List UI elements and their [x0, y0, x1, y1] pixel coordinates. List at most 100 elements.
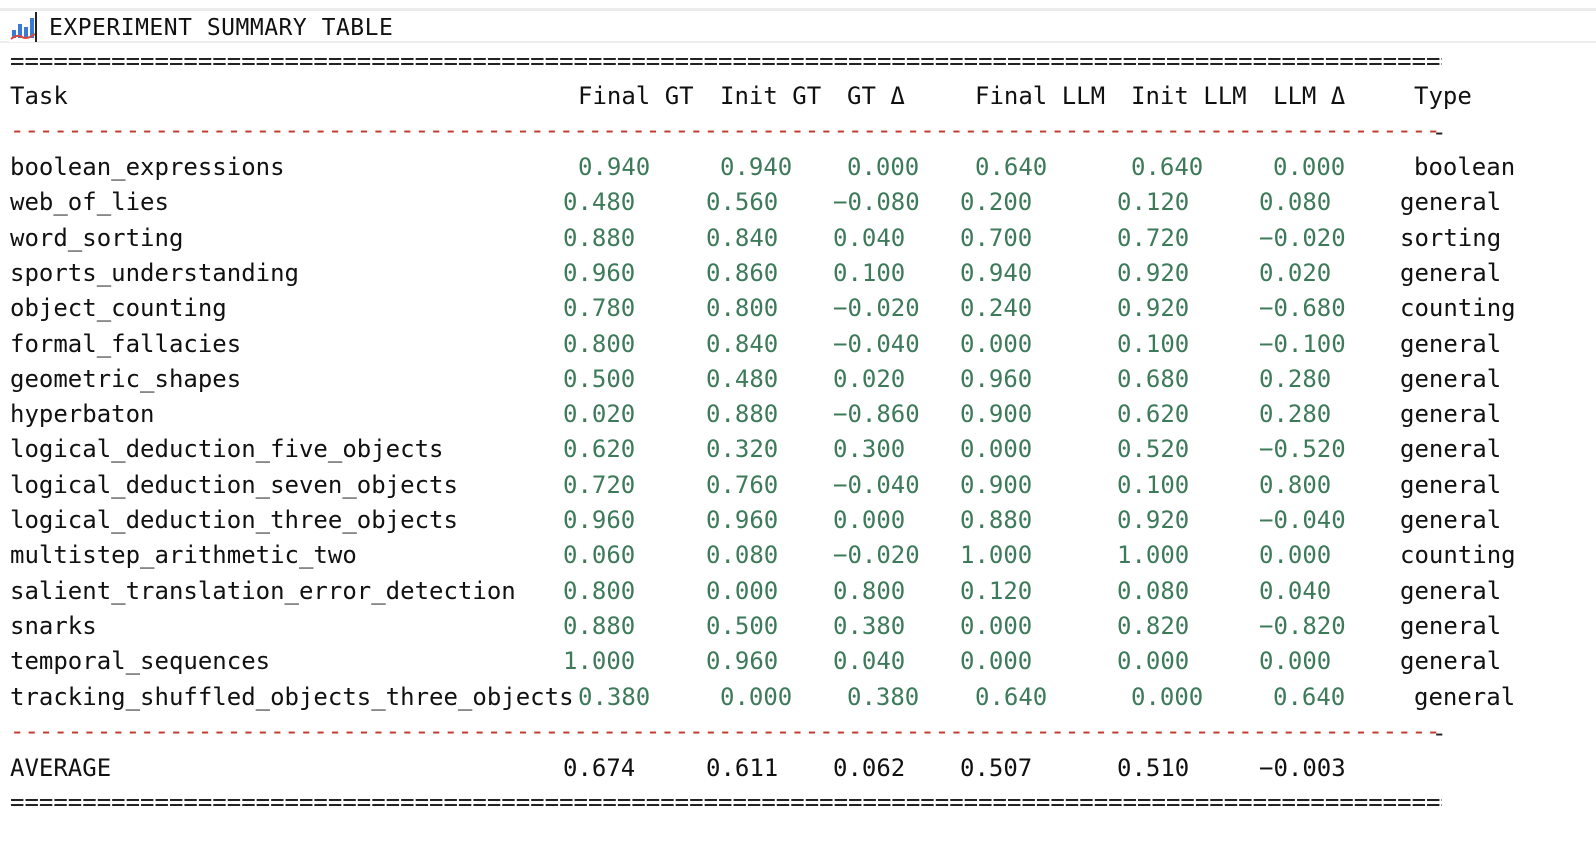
header-init-llm: Init LLM	[1131, 82, 1247, 110]
llm-delta-value: 0.000	[1273, 153, 1346, 181]
llm-delta-value: 0.080	[1259, 188, 1332, 217]
top-double-rule: ========================================…	[10, 49, 1442, 75]
init-llm-value: 0.720	[1117, 223, 1190, 252]
table-header: Task Final GT Init GT GT Δ Final LLM Ini…	[0, 82, 1596, 116]
init-llm-value: 0.000	[1131, 682, 1204, 711]
task-type: general	[1400, 470, 1502, 499]
final-gt-value: 0.500	[563, 364, 636, 393]
task-type: general	[1400, 329, 1502, 358]
task-type: general	[1400, 647, 1502, 676]
init-llm-value: 0.080	[1117, 576, 1190, 605]
gt-delta-value: 0.380	[833, 611, 906, 640]
llm-delta-value: −0.680	[1259, 294, 1346, 323]
task-name: boolean_expressions	[10, 153, 285, 181]
final-llm-value: 0.700	[960, 223, 1033, 252]
init-llm-value: 0.620	[1117, 400, 1190, 429]
final-llm-value: 0.120	[960, 576, 1033, 605]
llm-delta-value: 0.640	[1273, 682, 1346, 711]
init-llm-value: 0.510	[1117, 754, 1190, 782]
final-llm-value: 0.240	[960, 294, 1033, 323]
final-llm-value: 0.900	[960, 400, 1033, 429]
final-gt-value: 0.880	[563, 611, 636, 640]
final-gt-value: 0.780	[563, 294, 636, 323]
header-rule-end: -	[1432, 118, 1447, 146]
task-name: AVERAGE	[10, 754, 112, 782]
final-gt-value: 0.940	[578, 153, 651, 181]
task-type: general	[1400, 364, 1502, 393]
gt-delta-value: 0.040	[833, 647, 906, 676]
init-gt-value: 0.880	[706, 400, 779, 429]
task-name: salient_translation_error_detection	[10, 576, 516, 605]
final-llm-value: 0.200	[960, 188, 1033, 217]
init-gt-value: 0.840	[706, 223, 779, 252]
llm-delta-value: 0.020	[1259, 258, 1332, 287]
header-init-gt: Init GT	[720, 82, 822, 110]
llm-delta-value: 0.280	[1259, 364, 1332, 393]
gt-delta-value: 0.000	[847, 153, 920, 181]
table-row: tracking_shuffled_objects_three_objects 0…	[0, 683, 1596, 717]
task-type: general	[1400, 576, 1502, 605]
final-llm-value: 0.000	[960, 647, 1033, 676]
header-gt-delta: GT Δ	[847, 82, 905, 110]
bottom-double-rule: ========================================…	[10, 790, 1442, 816]
task-type: counting	[1400, 541, 1516, 570]
table-row: word_sorting 0.880 0.840 0.040 0.700 0.720 −0.…	[0, 224, 1596, 258]
task-type: general	[1400, 611, 1502, 640]
window-title: EXPERIMENT SUMMARY TABLE	[49, 15, 394, 41]
table-row: object_counting 0.780 0.800 −0.020 0.240 0.92…	[0, 294, 1596, 328]
init-llm-value: 0.920	[1117, 294, 1190, 323]
init-gt-value: 0.000	[706, 576, 779, 605]
table-row: boolean_expressions 0.940 0.940 0.000 0.640 0…	[0, 153, 1596, 187]
init-llm-value: 1.000	[1117, 541, 1190, 570]
table-row: snarks 0.880 0.500 0.380 0.000 0.820 −0.820 gen…	[0, 612, 1596, 646]
header-final-gt: Final GT	[578, 82, 694, 110]
init-llm-value: 0.000	[1117, 647, 1190, 676]
table-row: salient_translation_error_detection 0.800…	[0, 577, 1596, 611]
task-name: tracking_shuffled_objects_three_objects	[10, 682, 574, 711]
table-row: temporal_sequences 1.000 0.960 0.040 0.000 0.…	[0, 647, 1596, 681]
llm-delta-value: 0.280	[1259, 400, 1332, 429]
average-row: AVERAGE 0.674 0.611 0.062 0.507 0.510 −0.003	[0, 754, 1596, 788]
gt-delta-value: 0.100	[833, 258, 906, 287]
table-row: multistep_arithmetic_two 0.060 0.080 −0.020…	[0, 541, 1596, 575]
final-gt-value: 0.960	[563, 506, 636, 534]
llm-delta-value: −0.003	[1259, 754, 1346, 782]
footer-dash-rule: ----------------------------------------…	[10, 719, 1442, 745]
gt-delta-value: −0.020	[833, 541, 920, 570]
header-type: Type	[1414, 82, 1472, 110]
task-type: general	[1400, 400, 1502, 429]
final-llm-value: 0.940	[960, 258, 1033, 287]
task-type: general	[1400, 258, 1502, 287]
table-row: formal_fallacies 0.800 0.840 −0.040 0.000 0.1…	[0, 330, 1596, 364]
llm-delta-value: −0.520	[1259, 435, 1346, 464]
title-bar: EXPERIMENT SUMMARY TABLE	[0, 11, 1596, 43]
task-name: logical_deduction_three_objects	[10, 506, 458, 534]
init-llm-value: 0.920	[1117, 258, 1190, 287]
init-gt-value: 0.500	[706, 611, 779, 640]
task-name: snarks	[10, 611, 97, 640]
task-name: geometric_shapes	[10, 364, 242, 393]
gt-delta-value: 0.062	[833, 754, 906, 782]
llm-delta-value: 0.000	[1259, 541, 1332, 570]
init-gt-value: 0.080	[706, 541, 779, 570]
final-llm-value: 1.000	[960, 541, 1033, 570]
task-type: sorting	[1400, 223, 1502, 252]
final-gt-value: 0.060	[563, 541, 636, 570]
init-llm-value: 0.820	[1117, 611, 1190, 640]
table-row: logical_deduction_five_objects 0.620 0.320…	[0, 435, 1596, 469]
final-llm-value: 0.000	[960, 435, 1033, 464]
init-gt-value: 0.960	[706, 647, 779, 676]
final-llm-value: 0.960	[960, 364, 1033, 393]
final-gt-value: 0.620	[563, 435, 636, 464]
final-gt-value: 0.020	[563, 400, 636, 429]
init-llm-value: 0.920	[1117, 506, 1190, 534]
window-top-border	[0, 8, 1596, 11]
init-llm-value: 0.640	[1131, 153, 1204, 181]
final-gt-value: 0.480	[563, 188, 636, 217]
llm-delta-value: 0.040	[1259, 576, 1332, 605]
header-dash-rule: ----------------------------------------…	[10, 118, 1442, 144]
task-name: word_sorting	[10, 223, 184, 252]
gt-delta-value: 0.380	[847, 682, 920, 711]
init-gt-value: 0.940	[720, 153, 793, 181]
final-gt-value: 0.380	[578, 682, 651, 711]
